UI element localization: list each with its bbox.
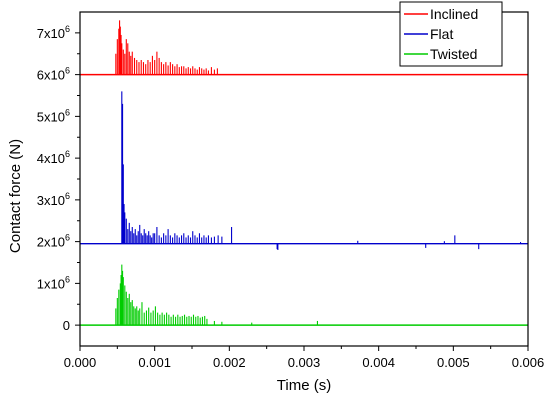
x-tick-label: 0.006 (512, 355, 545, 370)
x-tick-label: 0.004 (362, 355, 395, 370)
y-tick-label: 2x106 (37, 233, 70, 250)
x-tick-label: 0.002 (213, 355, 246, 370)
x-tick-label: 0.001 (138, 355, 171, 370)
y-tick-label: 5x106 (37, 107, 70, 124)
x-tick-label: 0.005 (437, 355, 470, 370)
y-tick-label: 6x106 (37, 66, 70, 83)
y-axis-title: Contact force (N) (7, 139, 24, 253)
legend-item-twisted: Twisted (404, 46, 477, 62)
x-tick-label: 0.000 (64, 355, 97, 370)
y-tick-label: 0 (63, 318, 70, 333)
legend-item-flat: Flat (404, 26, 453, 42)
legend-label: Flat (430, 26, 453, 42)
legend-item-inclined: Inclined (404, 6, 478, 22)
legend: Inclined Flat Twisted (399, 1, 503, 67)
x-axis-title: Time (s) (277, 377, 331, 394)
series-inclined (80, 20, 528, 76)
legend-label: Inclined (430, 6, 478, 22)
plot-area (80, 20, 528, 326)
y-tick-label: 1x106 (37, 274, 70, 291)
legend-label: Twisted (430, 46, 477, 62)
x-axis: 0.000 0.001 0.002 0.003 0.004 0.005 0.006 (64, 346, 545, 370)
series-twisted (80, 264, 528, 326)
x-tick-label: 0.003 (288, 355, 321, 370)
y-tick-label: 3x106 (37, 191, 70, 208)
y-tick-label: 4x106 (37, 149, 70, 166)
y-tick-label: 7x106 (37, 24, 70, 41)
series-flat (80, 91, 528, 250)
y-axis: 0 1x106 2x106 3x106 4x106 5x106 6x106 7x106 (37, 24, 80, 333)
